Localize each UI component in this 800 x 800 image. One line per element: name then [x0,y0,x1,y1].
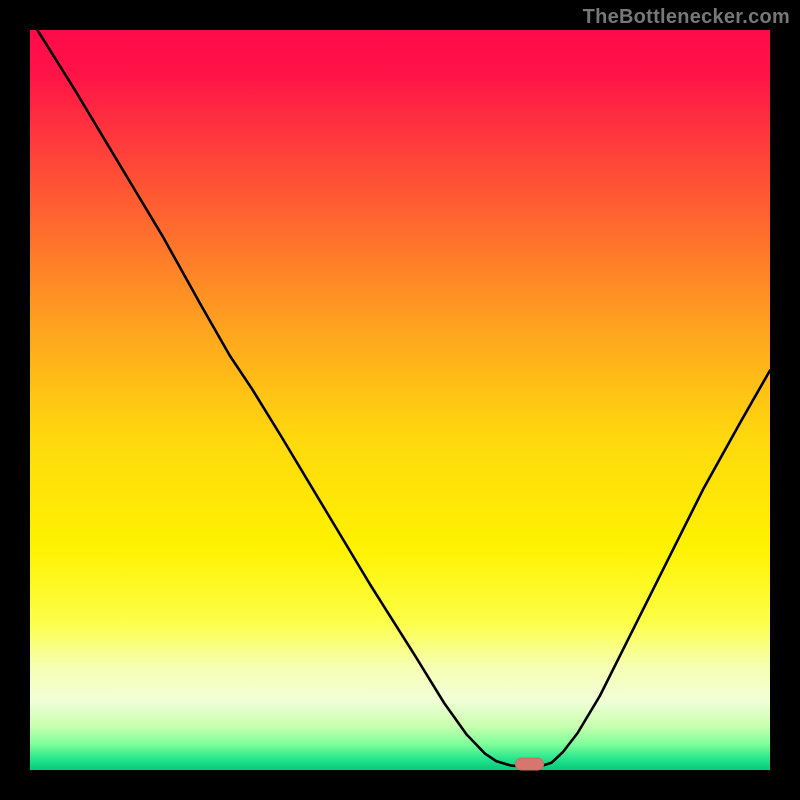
chart-container: TheBottlenecker.com [0,0,800,800]
optimal-marker [515,758,543,770]
bottleneck-chart [0,0,800,800]
plot-background [30,30,770,770]
watermark-text: TheBottlenecker.com [583,6,790,29]
